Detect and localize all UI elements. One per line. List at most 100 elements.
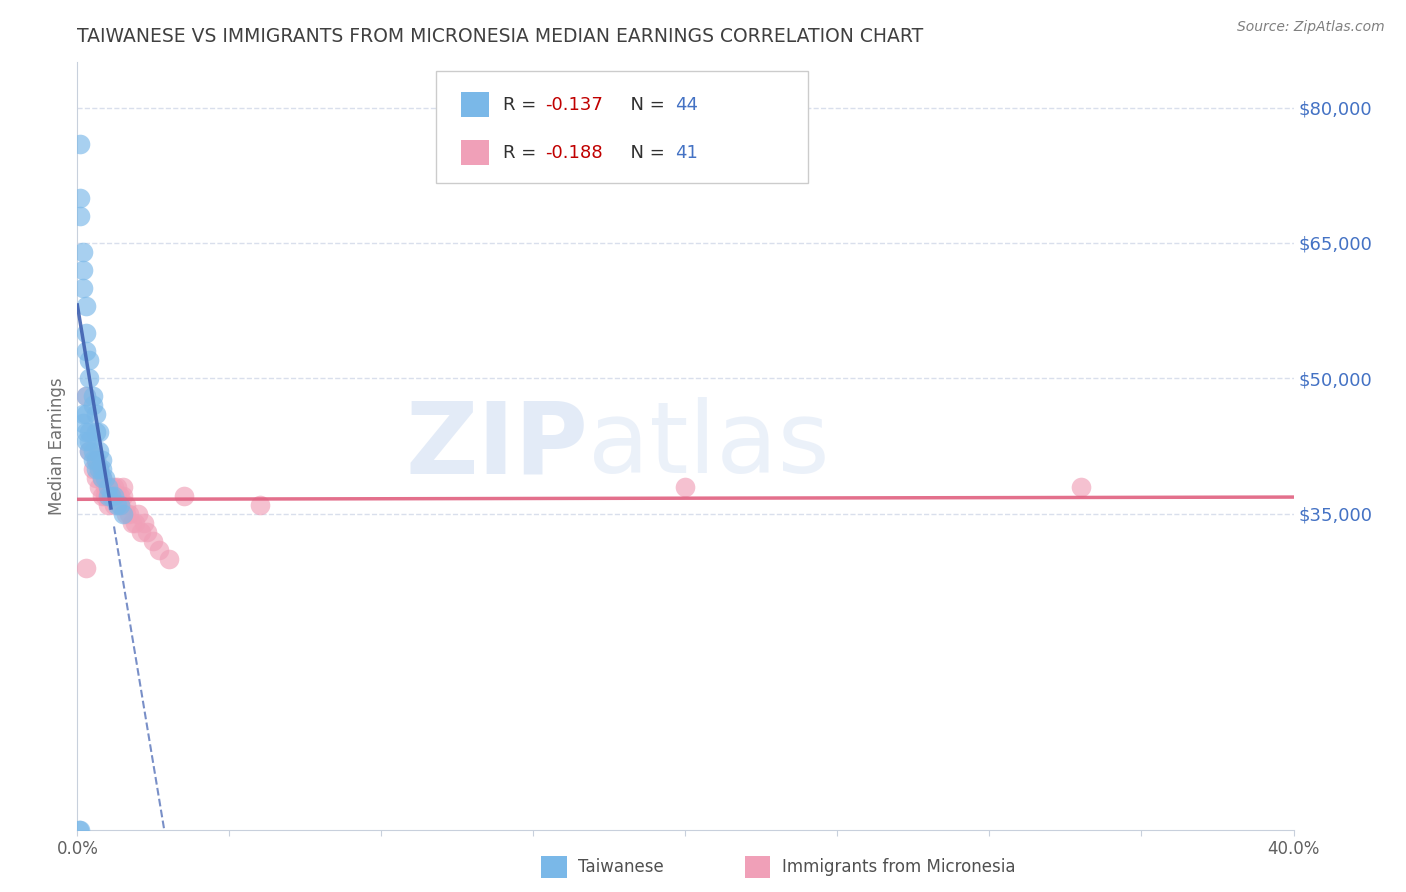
Text: TAIWANESE VS IMMIGRANTS FROM MICRONESIA MEDIAN EARNINGS CORRELATION CHART: TAIWANESE VS IMMIGRANTS FROM MICRONESIA …	[77, 27, 924, 45]
Point	[72, 244, 94, 259]
Point	[103, 489, 125, 503]
Text: 41: 41	[675, 144, 697, 161]
Point	[111, 507, 134, 521]
Point	[97, 498, 120, 512]
Point	[75, 299, 97, 313]
Point	[82, 389, 104, 403]
Point	[111, 480, 134, 494]
Point	[93, 489, 115, 503]
Point	[87, 461, 110, 475]
Point	[121, 516, 143, 530]
Point	[93, 470, 115, 484]
Point	[97, 480, 120, 494]
Point	[69, 209, 91, 223]
Point	[87, 480, 110, 494]
Point	[72, 263, 94, 277]
Point	[249, 498, 271, 512]
Point	[124, 516, 146, 530]
Point	[127, 507, 149, 521]
Point	[115, 507, 138, 521]
Point	[103, 489, 125, 503]
Point	[82, 398, 104, 412]
Point	[97, 489, 120, 503]
Point	[136, 524, 159, 539]
Point	[118, 507, 141, 521]
Point	[105, 480, 128, 494]
Point	[134, 516, 156, 530]
Point	[82, 443, 104, 458]
Point	[100, 480, 122, 494]
Point	[79, 443, 101, 458]
Point	[90, 452, 112, 467]
Point	[115, 498, 138, 512]
Point	[100, 489, 122, 503]
Point	[105, 498, 128, 512]
Point	[142, 533, 165, 548]
Point	[84, 452, 107, 467]
Point	[75, 425, 97, 440]
Point	[79, 425, 101, 440]
Point	[79, 443, 101, 458]
Point	[84, 470, 107, 484]
Text: Taiwanese: Taiwanese	[578, 858, 664, 876]
Point	[72, 417, 94, 431]
Point	[90, 461, 112, 475]
Point	[111, 489, 134, 503]
Text: R =: R =	[503, 144, 543, 161]
Point	[79, 371, 101, 385]
Point	[675, 480, 697, 494]
Point	[103, 480, 125, 494]
Point	[84, 425, 107, 440]
Point	[129, 524, 152, 539]
Point	[87, 425, 110, 440]
Point	[75, 344, 97, 359]
Point	[75, 326, 97, 341]
Point	[69, 136, 91, 151]
Text: -0.188: -0.188	[546, 144, 603, 161]
Point	[72, 408, 94, 422]
Point	[69, 191, 91, 205]
Point	[105, 489, 128, 503]
Point	[75, 561, 97, 575]
Point	[84, 461, 107, 475]
Point	[90, 470, 112, 484]
Point	[79, 434, 101, 449]
Point	[108, 498, 131, 512]
Point	[100, 489, 122, 503]
Text: Source: ZipAtlas.com: Source: ZipAtlas.com	[1237, 20, 1385, 34]
Point	[82, 461, 104, 475]
Point	[97, 489, 120, 503]
Point	[84, 408, 107, 422]
Point	[93, 480, 115, 494]
Point	[75, 389, 97, 403]
Point	[108, 498, 131, 512]
Point	[67, 822, 90, 837]
Text: Immigrants from Micronesia: Immigrants from Micronesia	[782, 858, 1015, 876]
Text: 44: 44	[675, 95, 697, 113]
Point	[79, 353, 101, 368]
Point	[75, 389, 97, 403]
Text: N =: N =	[619, 144, 671, 161]
Point	[69, 822, 91, 837]
Point	[157, 551, 180, 566]
Point	[173, 489, 195, 503]
Point	[90, 470, 112, 484]
Text: N =: N =	[619, 95, 671, 113]
Point	[72, 281, 94, 295]
Text: atlas: atlas	[588, 398, 830, 494]
Point	[75, 408, 97, 422]
Point	[87, 443, 110, 458]
Point	[108, 489, 131, 503]
Text: R =: R =	[503, 95, 543, 113]
Point	[90, 489, 112, 503]
Y-axis label: Median Earnings: Median Earnings	[48, 377, 66, 515]
Point	[148, 542, 170, 557]
Point	[82, 452, 104, 467]
Text: -0.137: -0.137	[546, 95, 603, 113]
Point	[1070, 480, 1092, 494]
Point	[75, 434, 97, 449]
Point	[87, 461, 110, 475]
Text: ZIP: ZIP	[405, 398, 588, 494]
Point	[84, 452, 107, 467]
Point	[103, 498, 125, 512]
